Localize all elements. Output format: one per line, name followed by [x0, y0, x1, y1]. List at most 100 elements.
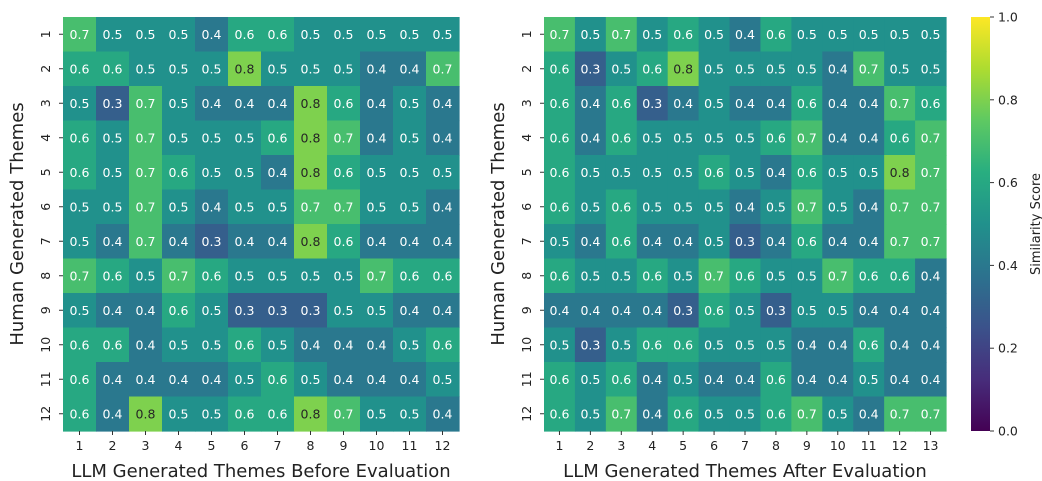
after-cell-label: 0.6 — [550, 61, 570, 76]
before-cell — [63, 86, 97, 122]
before-cell — [96, 189, 130, 225]
after-cell-label: 0.6 — [642, 268, 662, 283]
after-cell-label: 0.4 — [859, 96, 879, 111]
before-cell-label: 0.5 — [235, 199, 255, 214]
after-x-tick-label: 3 — [617, 438, 625, 453]
after-cell — [636, 293, 669, 329]
before-cell — [228, 86, 262, 122]
before-cell-label: 0.6 — [70, 406, 90, 421]
after-cell — [760, 293, 792, 329]
before-x-tick-label: 5 — [208, 438, 216, 453]
after-cell-label: 0.4 — [921, 268, 941, 283]
after-cell-label: 0.6 — [766, 130, 786, 145]
before-cell-label: 0.5 — [334, 61, 354, 76]
after-cell — [544, 120, 576, 156]
after-cell-label: 0.6 — [704, 303, 724, 318]
before-cell-label: 0.4 — [400, 303, 420, 318]
before-y-tick-label: 9 — [38, 306, 53, 314]
before-x-tick-label: 6 — [241, 438, 249, 453]
after-cell — [760, 155, 792, 191]
after-cell — [884, 396, 916, 432]
after-cell — [698, 86, 731, 122]
after-cell — [574, 224, 607, 260]
after-cell-label: 0.6 — [550, 199, 570, 214]
before-cell — [327, 258, 361, 294]
before-cell-label: 0.7 — [136, 165, 156, 180]
before-cell — [294, 189, 328, 225]
before-cell — [261, 224, 295, 260]
before-cell — [327, 396, 361, 432]
before-y-tick-label: 8 — [38, 272, 53, 280]
after-cell-label: 0.4 — [828, 337, 848, 352]
before-cell-label: 0.4 — [136, 372, 156, 387]
before-cell-label: 0.3 — [103, 96, 123, 111]
after-cell-label: 0.8 — [890, 165, 910, 180]
before-cell-label: 0.7 — [334, 199, 354, 214]
after-y-tick-label: 11 — [519, 371, 534, 387]
after-cell — [574, 362, 607, 398]
after-cell — [760, 51, 792, 87]
after-cell-label: 0.4 — [921, 337, 941, 352]
after-cell-label: 0.5 — [611, 268, 631, 283]
after-cell-label: 0.5 — [673, 130, 693, 145]
after-cell-label: 0.5 — [797, 268, 817, 283]
after-cell — [574, 258, 607, 294]
before-cell — [162, 86, 196, 122]
after-cell — [729, 120, 762, 156]
before-x-tick-label: 10 — [369, 438, 385, 453]
after-cell — [791, 189, 823, 225]
after-cell-label: 0.5 — [828, 303, 848, 318]
before-cell-label: 0.4 — [103, 234, 123, 249]
before-cell-label: 0.8 — [301, 96, 321, 111]
before-cell-label: 0.5 — [301, 27, 321, 42]
after-cell — [791, 327, 823, 363]
before-cell — [327, 362, 361, 398]
before-cell-label: 0.4 — [301, 337, 321, 352]
before-y-tick-label: 12 — [38, 406, 53, 422]
after-cell-label: 0.4 — [859, 130, 879, 145]
after-cell-label: 0.3 — [580, 337, 600, 352]
after-cell — [822, 17, 854, 53]
before-cell — [393, 362, 427, 398]
after-cell-label: 0.7 — [921, 165, 941, 180]
after-cell — [791, 17, 823, 53]
after-cell-label: 0.6 — [766, 406, 786, 421]
before-y-tick-label: 1 — [38, 30, 53, 38]
after-cell-label: 0.5 — [704, 337, 724, 352]
after-cell-label: 0.3 — [735, 234, 755, 249]
after-y-axis-label: Human Generated Themes — [488, 102, 509, 345]
after-cell-label: 0.6 — [766, 372, 786, 387]
after-cell-label: 0.5 — [704, 130, 724, 145]
before-cell-label: 0.4 — [136, 303, 156, 318]
after-cell — [605, 86, 638, 122]
before-x-tick-label: 9 — [340, 438, 348, 453]
after-cell-label: 0.4 — [859, 406, 879, 421]
before-cell-label: 0.6 — [268, 130, 288, 145]
after-cell — [853, 258, 885, 294]
after-x-tick-label: 6 — [710, 438, 718, 453]
after-cell-label: 0.4 — [673, 96, 693, 111]
before-cell-label: 0.5 — [235, 130, 255, 145]
after-cell — [636, 396, 669, 432]
before-cell — [426, 396, 460, 432]
before-cell-label: 0.5 — [202, 61, 222, 76]
after-cell — [729, 396, 762, 432]
before-cell — [96, 86, 130, 122]
after-cell — [822, 362, 854, 398]
before-y-tick-label: 11 — [38, 371, 53, 387]
after-cell-label: 0.4 — [735, 27, 755, 42]
after-cell — [915, 86, 947, 122]
after-cell-label: 0.4 — [921, 372, 941, 387]
after-cell-label: 0.6 — [642, 61, 662, 76]
after-cell-label: 0.6 — [611, 372, 631, 387]
after-cell-label: 0.7 — [859, 61, 879, 76]
before-cell-label: 0.4 — [202, 372, 222, 387]
before-cell-label: 0.4 — [367, 234, 387, 249]
after-cell — [729, 258, 762, 294]
before-cell-label: 0.6 — [334, 96, 354, 111]
after-cell-label: 0.5 — [580, 165, 600, 180]
before-cell — [162, 293, 196, 329]
after-cell — [544, 396, 576, 432]
after-cell-label: 0.4 — [580, 303, 600, 318]
before-cell-label: 0.4 — [433, 234, 453, 249]
